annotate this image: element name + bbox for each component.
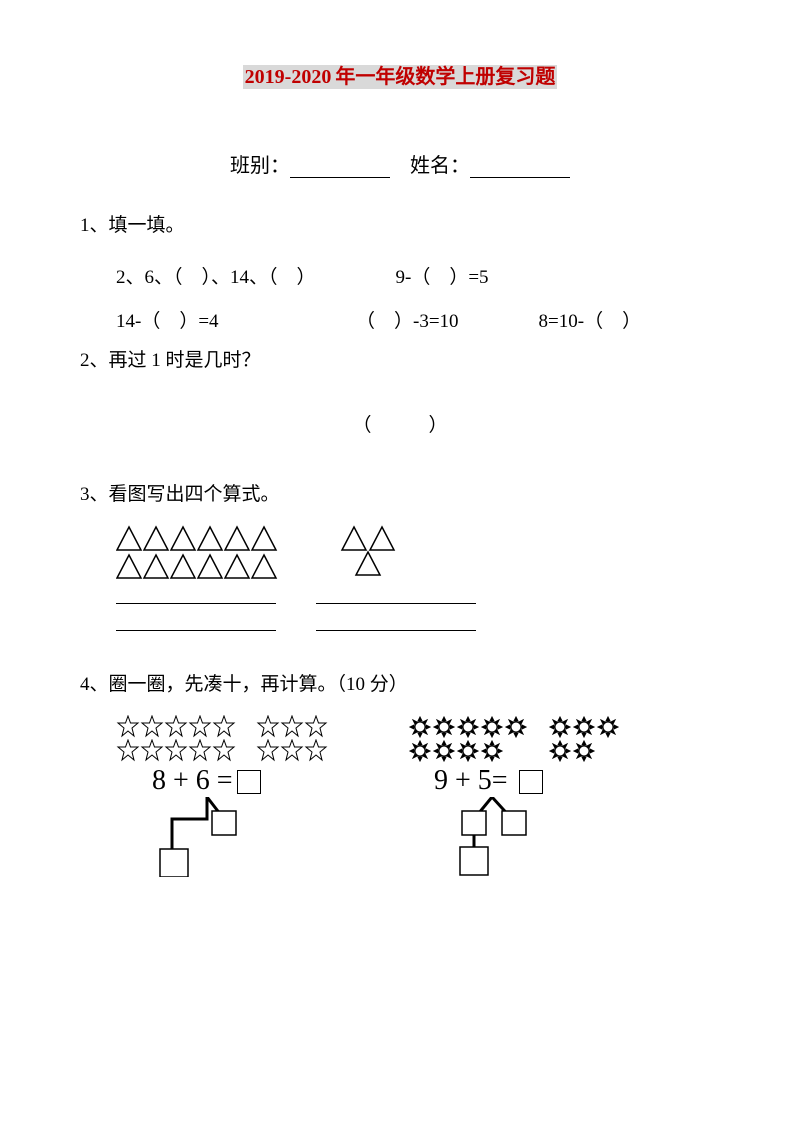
- expr-right: 6: [196, 765, 210, 796]
- answer-box[interactable]: [237, 770, 261, 794]
- star-row-icon: [116, 715, 236, 739]
- sun-row-icon: [408, 739, 504, 763]
- expression-a: 8 + 6 =: [152, 765, 328, 797]
- name-label: 姓名：: [410, 155, 470, 177]
- answer-box[interactable]: [519, 770, 543, 794]
- q1-body: 2、6、（ ）、14、（ ） 9-（ ）=5 14-（ ）=4 （ ）-3=10…: [80, 256, 720, 343]
- student-info: 班别： 姓名：: [80, 149, 720, 178]
- answer-line[interactable]: [316, 618, 476, 631]
- number-bond-icon: [152, 797, 292, 877]
- sun-row-icon: [548, 739, 596, 763]
- q4-label: 4、圈一圈，先凑十，再计算。（10 分）: [80, 667, 720, 703]
- class-blank[interactable]: [290, 159, 390, 178]
- q2-label: 2、再过 1 时是几时？: [80, 343, 720, 379]
- q3-figures: [116, 525, 720, 581]
- q1-line2a: 14-（ ）=4: [116, 300, 276, 344]
- sun-row-icon: [548, 715, 620, 739]
- answer-line[interactable]: [116, 618, 276, 631]
- class-label: 班别：: [230, 155, 290, 177]
- q1-line2b: （ ）-3=10: [356, 300, 459, 344]
- answer-line[interactable]: [116, 591, 276, 604]
- triangle-cluster-icon: [338, 525, 398, 577]
- expr-op: +: [173, 765, 189, 796]
- title-rest: 年一年级数学上册复习题: [333, 65, 557, 89]
- expr-left: 9: [434, 765, 448, 796]
- expr-op: +: [455, 765, 471, 796]
- q4-body: 8 + 6 =: [116, 715, 720, 882]
- expression-b: 9 + 5=: [434, 765, 620, 797]
- q1-line1b: 9-（ ）=5: [396, 256, 489, 300]
- title-year: 2019-2020: [243, 65, 334, 89]
- q3-left-group: [116, 525, 278, 581]
- star-groups: [116, 715, 328, 763]
- triangle-row-icon: [116, 525, 278, 553]
- star-row-icon: [256, 739, 328, 763]
- star-row-icon: [256, 715, 328, 739]
- triangle-row-icon: [116, 553, 278, 581]
- answer-line[interactable]: [316, 591, 476, 604]
- q3-label: 3、看图写出四个算式。: [80, 477, 720, 513]
- number-bond-icon: [434, 797, 574, 877]
- q3-answer-lines: [116, 591, 720, 631]
- q3-right-group: [338, 525, 398, 577]
- sun-row-icon: [408, 715, 528, 739]
- q2-blank[interactable]: （ ）: [80, 410, 720, 437]
- q4-problem-b: 9 + 5=: [408, 715, 620, 882]
- star-row-icon: [116, 739, 236, 763]
- expr-left: 8: [152, 765, 166, 796]
- q1-label: 1、填一填。: [80, 208, 720, 244]
- worksheet-page: 2019-2020年一年级数学上册复习题 班别： 姓名： 1、填一填。 2、6、…: [0, 0, 800, 922]
- sun-groups: [408, 715, 620, 763]
- q1-line2c: 8=10-（ ）: [539, 300, 642, 344]
- q1-line1a: 2、6、（ ）、14、（ ）: [116, 256, 316, 300]
- expr-right: 5: [478, 765, 492, 796]
- name-blank[interactable]: [470, 159, 570, 178]
- q4-problem-a: 8 + 6 =: [116, 715, 328, 882]
- page-title: 2019-2020年一年级数学上册复习题: [80, 60, 720, 89]
